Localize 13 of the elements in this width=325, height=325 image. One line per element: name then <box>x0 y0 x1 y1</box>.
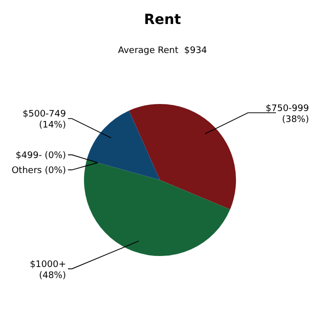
legend-label: Others (0%) <box>12 166 66 176</box>
slice-label: $750-999 <box>266 104 310 114</box>
data-label: (48%) <box>38 270 66 281</box>
pie-slice <box>84 160 230 256</box>
data-label: (14%) <box>38 120 66 131</box>
chart-subtitle: Average Rent $934 <box>118 46 208 56</box>
legend-label: $499- (0%) <box>16 150 66 161</box>
slice-label: $500-749 <box>22 110 66 120</box>
data-label: (38%) <box>282 114 309 125</box>
slice-label: $1000+ <box>30 260 66 270</box>
chart-title: Rent <box>144 12 182 28</box>
pie-slice <box>86 110 160 180</box>
pie-slice <box>129 104 236 210</box>
